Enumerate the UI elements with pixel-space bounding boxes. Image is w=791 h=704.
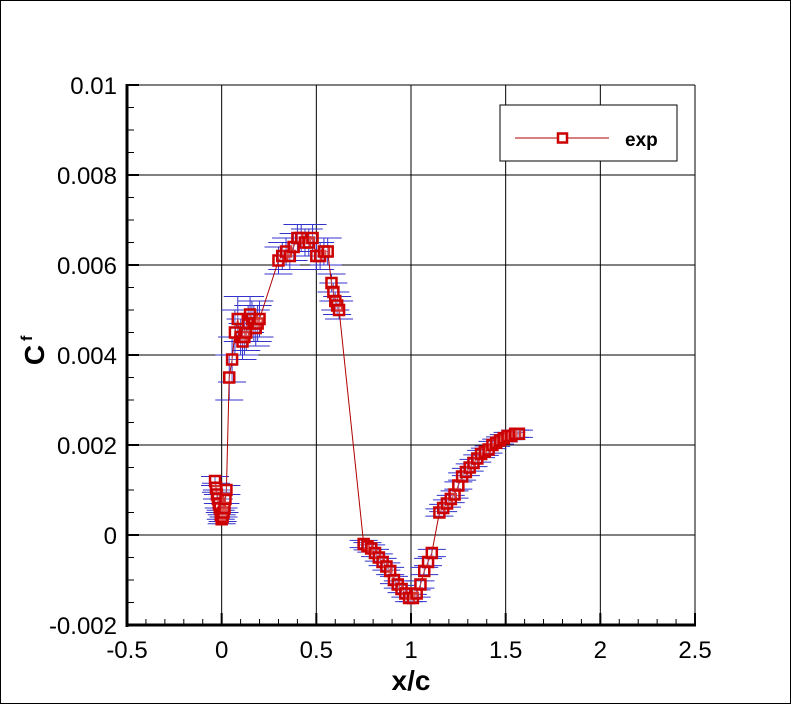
y-tick-label: 0.006 [57,253,117,280]
y-axis-title-main: C [19,345,50,365]
series-markers-exp [208,231,526,605]
data-marker-square [220,483,233,497]
x-tick-label: 0.5 [300,637,333,664]
x-tick-label: -0.5 [106,637,147,664]
legend-box [499,104,678,162]
x-tick-label: 2 [594,637,607,664]
data-marker-square [306,231,319,245]
data-marker-square [231,312,245,326]
data-marker-square [225,353,239,366]
y-axis-title-subscript: f [19,335,36,341]
y-tick-label: 0.008 [57,163,117,190]
y-tick-label: 0.004 [57,343,117,370]
data-marker-square [321,245,334,258]
y-tick-label: 0.01 [70,73,117,100]
data-marker-square [253,312,266,326]
data-marker-square [425,546,439,560]
data-marker-square [414,578,427,591]
legend-label-exp: exp [625,130,658,151]
axes [125,84,696,627]
data-marker-square [332,303,346,317]
y-axis-title: C f [19,335,50,365]
legend-marker-square-icon [556,132,569,144]
y-tick-label: 0 [104,523,117,550]
data-marker-square [512,427,526,440]
grid-lines [127,84,696,625]
x-axis-title: x/c [392,665,431,696]
x-tick-label: 1 [404,637,417,664]
y-tick-label: -0.002 [49,613,117,640]
x-tick-labels: -0.5 0 0.5 1 1.5 2 2.5 [106,637,711,664]
y-tick-labels: -0.002 0 0.002 0.004 0.006 0.008 0.01 [49,73,117,640]
x-tick-label: 0 [215,637,228,664]
x-tick-label: 1.5 [489,637,522,664]
legend: exp [499,104,678,162]
data-marker-square [208,474,222,488]
y-tick-label: 0.002 [57,433,117,460]
data-marker-square [222,371,236,384]
x-tick-label: 2.5 [678,637,711,664]
